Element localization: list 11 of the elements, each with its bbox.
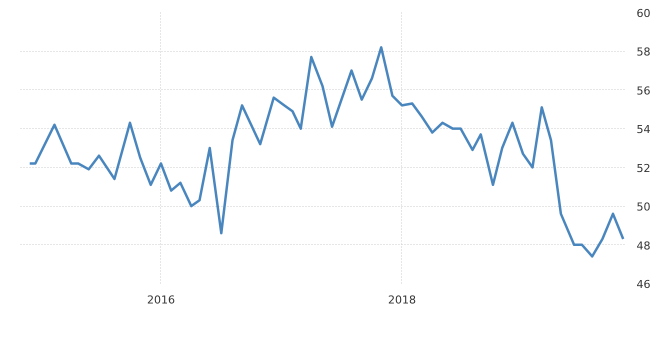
x-tick-label: 2016	[146, 294, 175, 306]
y-tick-label: 54	[636, 123, 650, 136]
y-tick-label: 46	[636, 278, 650, 291]
y-tick-label: 58	[636, 46, 650, 59]
line-series	[28, 46, 624, 258]
y-tick-label: 60	[636, 7, 650, 20]
y-tick-label: 52	[636, 162, 650, 175]
y-tick-label: 48	[636, 239, 650, 252]
y-tick-label: 50	[636, 200, 650, 214]
x-tick-label: 2018	[388, 294, 416, 306]
y-tick-label: 56	[636, 84, 650, 98]
